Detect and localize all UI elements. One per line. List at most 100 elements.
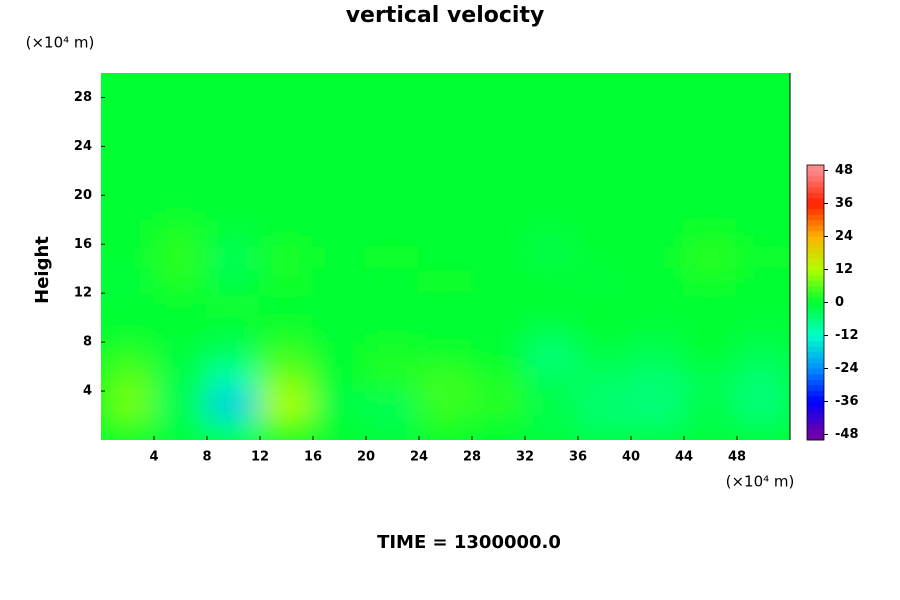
field-cell [683, 120, 738, 148]
field-cell [418, 218, 473, 246]
field-cell [736, 243, 790, 270]
field-cell [736, 96, 790, 123]
colorbar-step [807, 423, 824, 430]
field-cell [259, 292, 314, 319]
field-cell [630, 243, 685, 270]
field-cell [153, 365, 208, 393]
field-cell [312, 365, 367, 393]
field-cell [259, 169, 314, 197]
field-cell [259, 267, 314, 295]
y-tick-label: 24 [74, 139, 92, 154]
field-cell [153, 194, 208, 221]
field-cell [577, 120, 632, 148]
field-cell [736, 341, 790, 368]
field-cell [418, 292, 473, 319]
y-tick-label: 16 [74, 237, 92, 252]
field-cell [524, 267, 579, 295]
colorbar-step [807, 165, 824, 171]
field-cell [365, 120, 420, 148]
field-cell [365, 365, 420, 393]
field-cell [683, 169, 738, 197]
field-cell [312, 120, 367, 148]
field-cell [153, 218, 208, 246]
field-cell [206, 390, 261, 417]
x-tick-label: 4 [149, 450, 158, 465]
field-cell [524, 365, 579, 393]
colorbar-step [807, 401, 824, 408]
x-tick-label: 40 [622, 450, 640, 465]
field-cell [418, 145, 473, 172]
field-cell [365, 169, 420, 197]
colorbar-step [807, 214, 824, 221]
colorbar-step [807, 247, 824, 254]
field-cell [418, 341, 473, 368]
colorbar-step [807, 379, 824, 386]
field-cell [577, 390, 632, 417]
field-cell [736, 365, 790, 393]
field-cell [259, 194, 314, 221]
field-cell [418, 267, 473, 295]
x-tick-label: 28 [463, 450, 481, 465]
y-tick-label: 12 [74, 286, 92, 301]
field-cell [524, 145, 579, 172]
x-tick-label: 48 [728, 450, 746, 465]
colorbar-step [807, 313, 824, 320]
field-cell [101, 169, 155, 197]
field-cell [471, 316, 526, 344]
colorbar-step [807, 390, 824, 397]
colorbar-step [807, 429, 824, 435]
field-cell [630, 145, 685, 172]
field-cell [153, 73, 208, 99]
field-cell [418, 414, 473, 440]
field-cell [683, 96, 738, 123]
field-cell [577, 73, 632, 99]
colorbar-step [807, 176, 824, 182]
colorbar-step [807, 357, 824, 364]
field-cell [312, 194, 367, 221]
field-cell [312, 414, 367, 440]
colorbar-step [807, 418, 824, 424]
field-cell [418, 194, 473, 221]
field-cell [630, 169, 685, 197]
field-cell [312, 267, 367, 295]
field-cell [577, 316, 632, 344]
x-tick-label: 36 [569, 450, 587, 465]
field-cell [101, 218, 155, 246]
field-cell [524, 73, 579, 99]
field-cell [153, 243, 208, 270]
field-cell [312, 96, 367, 123]
field-cell [259, 96, 314, 123]
colorbar-tick-label: 36 [835, 196, 853, 211]
field-cell [312, 316, 367, 344]
field-cell [471, 341, 526, 368]
field-cell [153, 120, 208, 148]
field-cell [259, 145, 314, 172]
field-cell [577, 145, 632, 172]
y-unit: (×10⁴ m) [26, 34, 95, 52]
x-unit: (×10⁴ m) [726, 473, 795, 491]
colorbar-step [807, 324, 824, 331]
field-cell [206, 169, 261, 197]
y-tick-label: 4 [83, 384, 92, 399]
field-cell [206, 316, 261, 344]
field-cell [577, 292, 632, 319]
colorbar-tick-label: -12 [835, 328, 859, 343]
colorbar-step [807, 434, 824, 441]
field-cell [577, 341, 632, 368]
field-cell [630, 292, 685, 319]
x-tick-label: 12 [251, 450, 269, 465]
field-cell [418, 316, 473, 344]
field-cell [206, 341, 261, 368]
field-cell [418, 169, 473, 197]
field-cell [630, 73, 685, 99]
field-cell [736, 120, 790, 148]
field-cell [471, 414, 526, 440]
field-cell [101, 365, 155, 393]
field-cell [683, 341, 738, 368]
colorbar-step [807, 286, 824, 292]
field-cell [630, 365, 685, 393]
colorbar-step [807, 170, 824, 177]
colorbar-step [807, 187, 824, 193]
field-cell [683, 390, 738, 417]
